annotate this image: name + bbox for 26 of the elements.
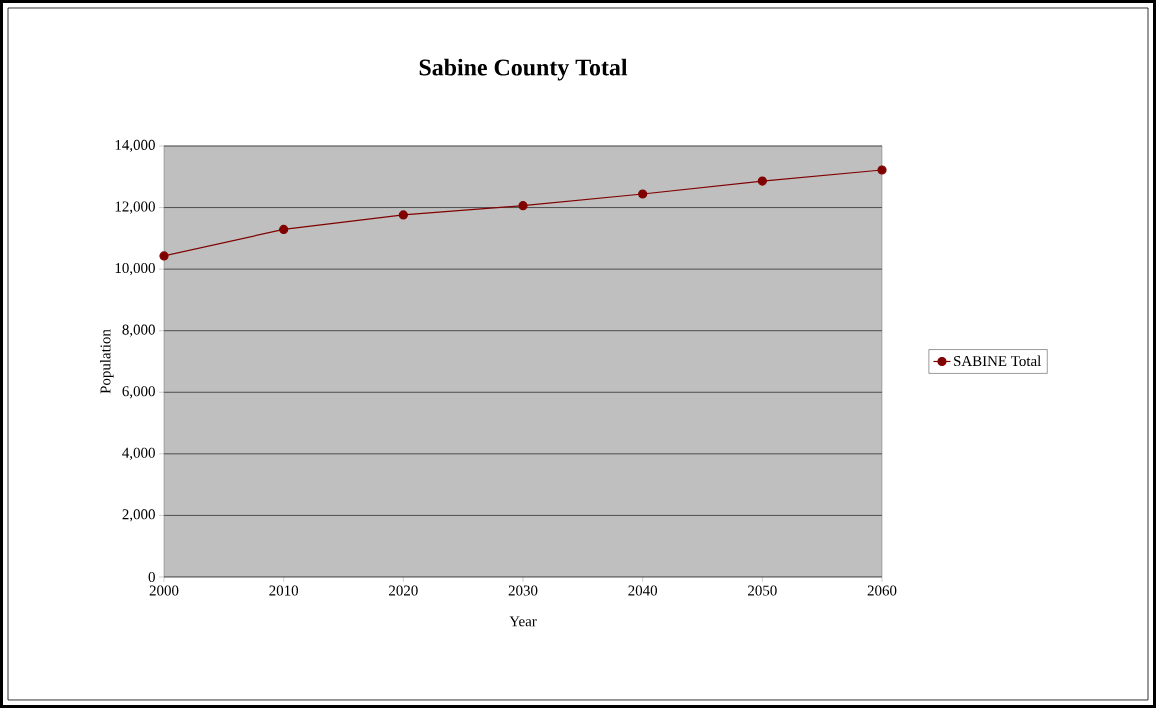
point	[518, 201, 528, 211]
x-tick-label: 2020	[389, 585, 418, 596]
x-axis-title: Year	[509, 616, 537, 627]
legend-label: SABINE Total	[954, 355, 1041, 367]
y-tick-label: 2,000	[122, 509, 155, 522]
point	[159, 251, 169, 261]
y-tick-label: 8,000	[122, 324, 155, 337]
y-tick-label: 0	[148, 571, 155, 583]
chart-title: Sabine County Total	[419, 58, 628, 81]
point	[757, 176, 767, 186]
x-tick-label: 2050	[748, 585, 777, 596]
y-tick-label: 14,000	[115, 139, 155, 153]
y-tick-label: 6,000	[122, 386, 155, 399]
y-axis-title: Population	[100, 329, 114, 394]
x-tick-label: 2040	[628, 585, 658, 596]
x-tick-label: 2060	[867, 585, 897, 596]
x-tick-label: 2010	[269, 585, 299, 596]
x-tick-label: 2030	[508, 585, 538, 596]
point	[877, 165, 887, 175]
x-tick-label: 2000	[149, 585, 179, 596]
point	[279, 224, 289, 235]
y-tick-label: 4,000	[122, 447, 155, 460]
y-tick-label: 10,000	[115, 263, 155, 276]
point	[398, 210, 408, 220]
point	[638, 189, 648, 199]
y-tick-label: 12,000	[115, 201, 155, 214]
